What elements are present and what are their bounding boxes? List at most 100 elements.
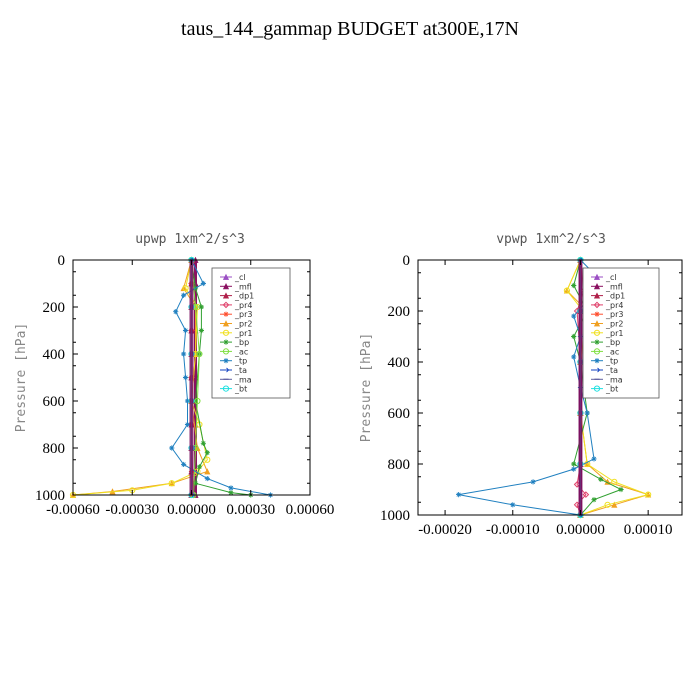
legend-marker xyxy=(593,292,601,299)
data-point xyxy=(181,351,187,357)
data-point xyxy=(618,486,624,493)
data-point xyxy=(530,479,536,485)
legend-label: _tp xyxy=(605,357,618,366)
legend-label: _mfl xyxy=(234,282,252,291)
legend-label: _ta xyxy=(605,366,618,375)
y-tick-label: 200 xyxy=(388,304,411,320)
data-point xyxy=(645,491,652,498)
data-point xyxy=(184,398,191,404)
y-tick-label: 0 xyxy=(58,253,66,269)
data-point xyxy=(184,421,191,428)
y-axis-label: Pressure [hPa] xyxy=(14,323,29,433)
x-tick-label: -0.00010 xyxy=(486,522,540,538)
y-tick-label: 0 xyxy=(403,253,411,269)
chart-panel-2: vpwp 1xm^2/s^3 Pressure [hPa] 0 200 400 600 80… xyxy=(359,232,683,538)
data-point xyxy=(510,502,516,508)
plot-frame xyxy=(417,259,683,516)
legend-label: _cl xyxy=(605,273,617,282)
data-point xyxy=(582,491,590,498)
data-point xyxy=(192,480,199,486)
legend-marker xyxy=(593,283,601,290)
y-tick-label: 400 xyxy=(388,355,411,371)
legend-marker xyxy=(593,385,601,392)
legend-label: _ta xyxy=(234,366,247,375)
y-tick-label: 400 xyxy=(43,347,66,363)
data-point xyxy=(598,476,604,482)
x-tick-label: -0.00020 xyxy=(418,522,472,538)
legend-label: _bp xyxy=(605,338,620,347)
legend-marker xyxy=(223,311,229,317)
legend-label: _pr1 xyxy=(605,329,623,338)
legend-marker xyxy=(222,329,230,336)
legend-label: _pr2 xyxy=(605,320,623,329)
series-line xyxy=(171,259,271,496)
series-line xyxy=(191,259,251,496)
legend-label: _pr3 xyxy=(234,310,252,319)
legend-label: _bp xyxy=(234,338,249,347)
legend: _cl_mfl_dp1_pr4_pr3_pr2_pr1_bp_ac_tp_ta_… xyxy=(211,267,291,399)
data-point xyxy=(228,490,234,496)
x-tick-label: 0.00000 xyxy=(167,502,216,518)
x-tick-label: 0.00010 xyxy=(624,522,673,538)
legend-label: _pr1 xyxy=(234,329,252,338)
data-point xyxy=(182,374,189,381)
legend-marker xyxy=(222,385,230,392)
data-point xyxy=(584,410,590,416)
chart-title: upwp 1xm^2/s^3 xyxy=(135,232,245,247)
legend-label: _pr4 xyxy=(605,301,623,310)
data-point xyxy=(198,327,204,334)
x-tick-label: -0.00030 xyxy=(105,502,159,518)
data-point xyxy=(204,468,211,475)
legend-marker xyxy=(223,358,229,364)
y-tick-label: 1000 xyxy=(35,488,65,504)
data-point xyxy=(194,444,201,451)
data-point xyxy=(571,282,577,289)
data-point xyxy=(200,440,206,446)
legend-label: _bt xyxy=(234,385,247,394)
series-line xyxy=(566,259,650,516)
legend-marker xyxy=(593,329,601,336)
legend-label: _pr4 xyxy=(234,301,252,310)
legend-label: _dp1 xyxy=(605,292,625,301)
legend-label: _ac xyxy=(605,347,619,356)
legend: _cl_mfl_dp1_pr4_pr3_pr2_pr1_bp_ac_tp_ta_… xyxy=(582,267,660,399)
x-tick-label: 0.00060 xyxy=(286,502,335,518)
legend-marker xyxy=(222,301,230,309)
data-point xyxy=(204,450,210,456)
data-point xyxy=(591,497,597,503)
y-tick-label: 200 xyxy=(43,300,66,316)
legend-marker xyxy=(222,320,230,327)
data-point xyxy=(456,492,462,498)
legend-marker xyxy=(223,367,230,373)
data-point xyxy=(611,478,618,485)
y-tick-label: 1000 xyxy=(380,508,410,524)
data-point xyxy=(182,327,189,334)
y-tick-label: 600 xyxy=(388,406,411,422)
legend-marker xyxy=(594,311,600,317)
data-point xyxy=(571,333,577,340)
data-point xyxy=(168,480,175,487)
legend-label: _pr2 xyxy=(234,320,252,329)
data-point xyxy=(204,475,210,482)
data-point xyxy=(571,354,577,360)
data-point xyxy=(180,284,187,292)
data-point xyxy=(173,309,179,315)
legend-marker xyxy=(593,301,601,309)
legend-label: _ma xyxy=(605,375,623,384)
data-point xyxy=(198,304,204,310)
data-point xyxy=(194,397,201,405)
legend-label: _cl xyxy=(234,273,246,282)
legend-marker xyxy=(222,348,230,355)
legend-label: _tp xyxy=(234,357,247,366)
legend-label: _pr3 xyxy=(605,310,623,319)
data-point xyxy=(228,485,234,491)
data-point xyxy=(181,461,187,468)
legend-label: _bt xyxy=(605,385,618,394)
y-axis-label: Pressure [hPa] xyxy=(359,333,374,443)
data-point xyxy=(571,313,577,319)
data-point xyxy=(611,501,618,508)
legend-marker xyxy=(223,339,229,345)
legend-label: _mfl xyxy=(605,282,623,291)
legend-marker xyxy=(222,283,230,290)
